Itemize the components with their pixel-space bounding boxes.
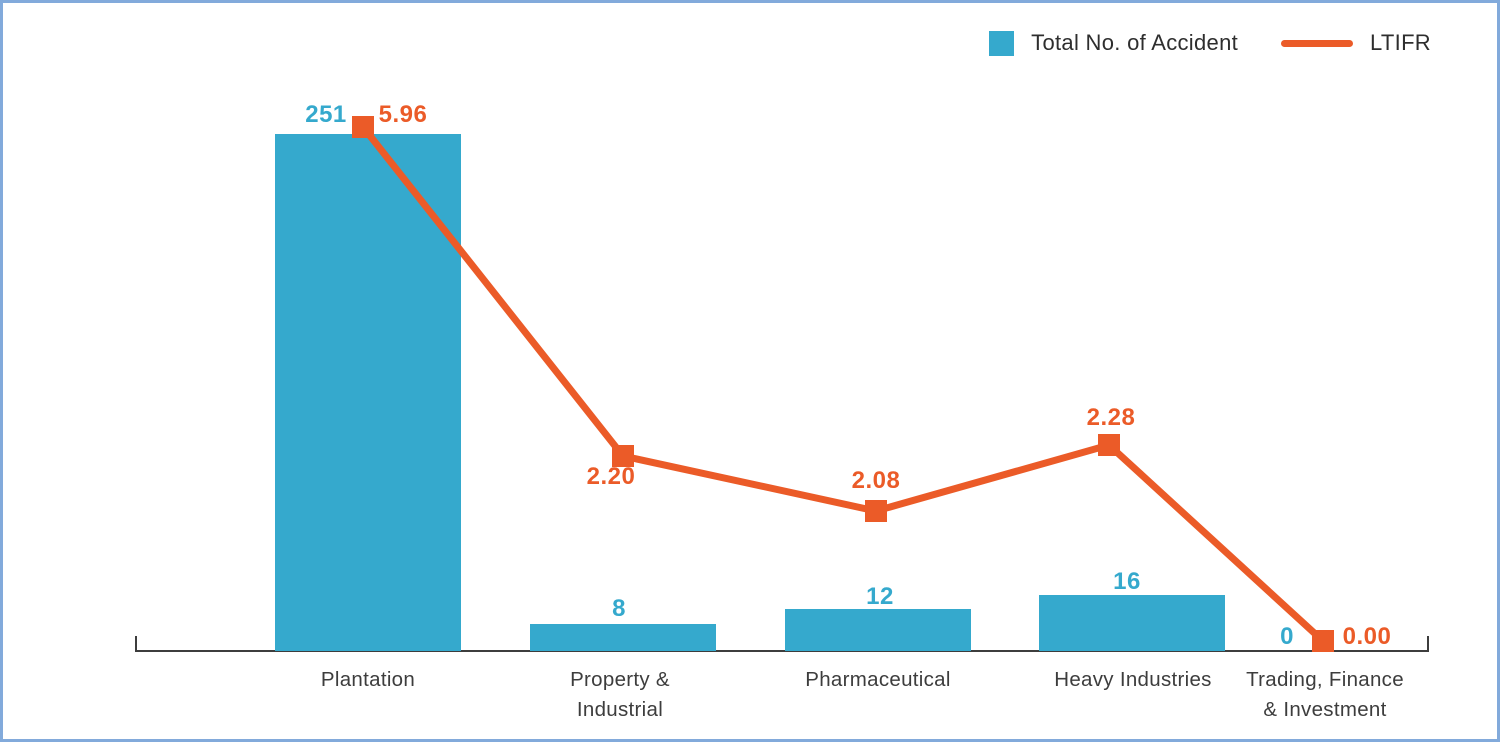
chart-legend: Total No. of Accident LTIFR xyxy=(989,27,1431,59)
legend-label-ltifr: LTIFR xyxy=(1370,30,1431,55)
ltifr-marker-3 xyxy=(1098,434,1120,456)
ltifr-marker-2 xyxy=(865,500,887,522)
bar-1 xyxy=(530,624,716,651)
category-label-1: Property & Industrial xyxy=(570,668,670,721)
category-label-4: Trading, Finance & Investment xyxy=(1246,668,1404,721)
bar-value-label-4: 0 xyxy=(1280,623,1294,650)
bar-0 xyxy=(275,134,461,651)
bar-value-label-0: 251 xyxy=(305,101,347,128)
bar-2 xyxy=(785,609,971,651)
ltifr-marker-0 xyxy=(352,116,374,138)
legend-label-accidents: Total No. of Accident xyxy=(1031,30,1239,55)
category-label-3: Heavy Industries xyxy=(1054,668,1212,691)
x-axis-line xyxy=(135,636,1429,652)
legend-square-swatch-icon xyxy=(989,30,1015,56)
ltifr-value-label-0: 5.96 xyxy=(379,101,428,128)
ltifr-value-label-4: 0.00 xyxy=(1343,623,1392,650)
category-label-2: Pharmaceutical xyxy=(805,668,951,691)
bar-value-label-2: 12 xyxy=(866,583,894,610)
legend-line-swatch-icon xyxy=(1281,39,1354,47)
ltifr-line xyxy=(360,124,1326,644)
category-label-0: Plantation xyxy=(320,668,416,691)
bar-value-label-1: 8 xyxy=(612,595,626,622)
bar-value-label-3: 16 xyxy=(1113,568,1141,595)
ltifr-marker-4 xyxy=(1312,630,1334,652)
ltifr-value-label-1: 2.20 xyxy=(587,463,636,490)
ltifr-marker-1 xyxy=(612,445,634,467)
bar-3 xyxy=(1039,595,1225,651)
combo-chart-svg: 251 8 12 16 0 5.96 2.20 2.08 2.28 0.00 xyxy=(135,101,1429,652)
ltifr-value-label-2: 2.08 xyxy=(852,467,901,494)
ltifr-value-label-3: 2.28 xyxy=(1087,404,1136,431)
